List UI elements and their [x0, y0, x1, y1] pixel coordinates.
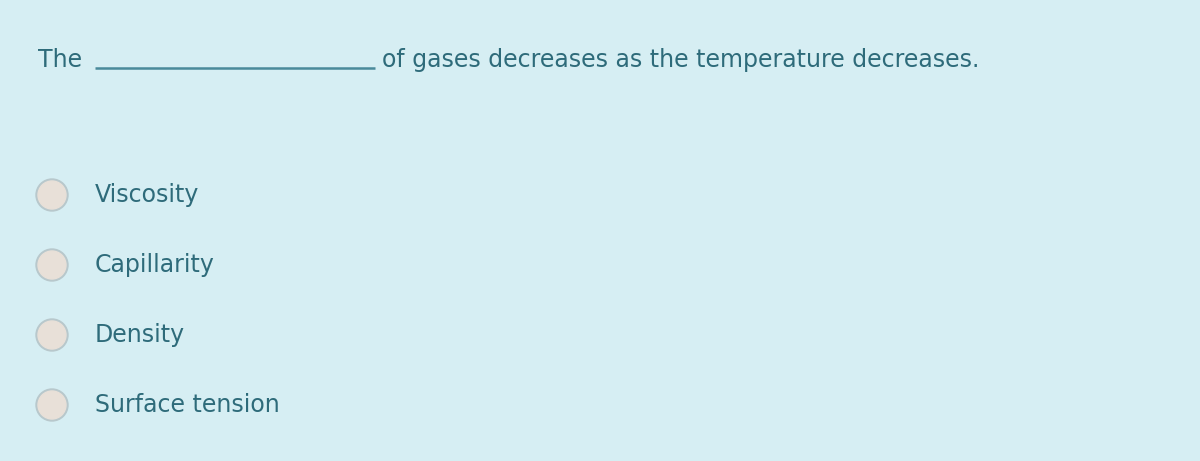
- Text: Capillarity: Capillarity: [95, 253, 215, 277]
- Circle shape: [38, 391, 66, 419]
- Circle shape: [38, 321, 66, 349]
- Text: Surface tension: Surface tension: [95, 393, 280, 417]
- Circle shape: [36, 389, 68, 421]
- Text: The: The: [38, 48, 90, 72]
- Circle shape: [36, 319, 68, 351]
- Text: Density: Density: [95, 323, 185, 347]
- Circle shape: [36, 249, 68, 281]
- Circle shape: [36, 179, 68, 211]
- Text: Viscosity: Viscosity: [95, 183, 199, 207]
- Circle shape: [38, 251, 66, 279]
- Circle shape: [38, 181, 66, 209]
- Text: of gases decreases as the temperature decreases.: of gases decreases as the temperature de…: [382, 48, 979, 72]
